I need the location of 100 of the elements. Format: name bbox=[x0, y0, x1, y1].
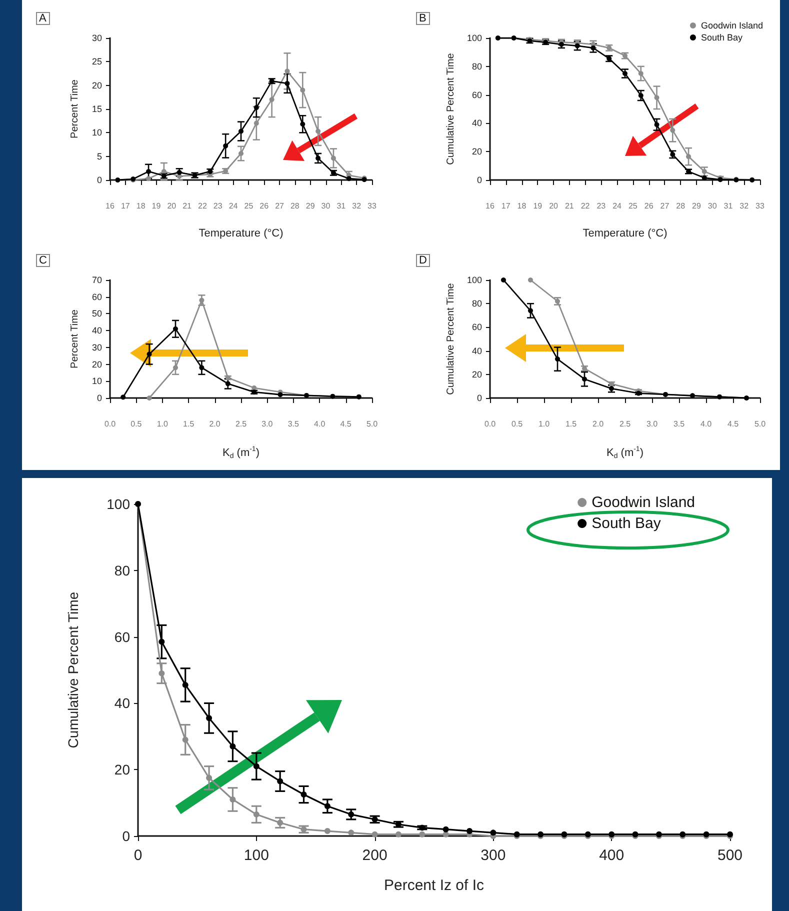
x-tick-label: 26 bbox=[644, 202, 654, 210]
x-tick-label: 2.5 bbox=[235, 420, 248, 428]
legend-label: Goodwin Island bbox=[700, 20, 764, 30]
x-tick-label: 30 bbox=[321, 202, 331, 210]
y-tick-label: 20 bbox=[472, 369, 482, 380]
y-tick-label: 80 bbox=[472, 61, 482, 72]
y-tick-label: 10 bbox=[92, 376, 102, 386]
y-tick-label: 80 bbox=[114, 562, 130, 578]
chart-title: A bbox=[39, 12, 47, 24]
x-tick-label: 18 bbox=[136, 202, 146, 210]
x-tick-label: 0.0 bbox=[484, 420, 496, 428]
y-tick-label: 40 bbox=[114, 695, 130, 712]
y-tick-label: 20 bbox=[92, 80, 102, 90]
chart-title: C bbox=[39, 254, 47, 266]
x-tick-label: 29 bbox=[692, 202, 702, 210]
y-tick-label: 60 bbox=[92, 292, 102, 302]
x-tick-label: 32 bbox=[740, 202, 750, 210]
x-axis-title: Percent Iz of Ic bbox=[384, 877, 485, 894]
x-tick-label: 20 bbox=[167, 202, 177, 210]
y-tick-label: 100 bbox=[466, 33, 482, 43]
y-tick-label: 0 bbox=[476, 393, 482, 403]
y-tick-label: 0 bbox=[96, 175, 102, 185]
x-tick-label: 23 bbox=[596, 202, 606, 210]
x-tick-label: 200 bbox=[362, 847, 388, 864]
x-tick-label: 2.0 bbox=[209, 420, 221, 428]
x-tick-label: 33 bbox=[368, 202, 377, 210]
y-tick-label: 0 bbox=[476, 175, 482, 185]
x-tick-label: 3.0 bbox=[646, 420, 658, 428]
y-tick-label: 5 bbox=[96, 151, 102, 162]
x-tick-label: 5.0 bbox=[366, 420, 378, 428]
y-tick-label: 40 bbox=[472, 118, 482, 128]
y-tick-label: 0 bbox=[96, 393, 102, 403]
y-axis-title: Percent Time bbox=[70, 309, 80, 368]
x-tick-label: 5.0 bbox=[754, 420, 766, 428]
x-tick-label: 1.0 bbox=[538, 420, 550, 428]
x-tick-label: 0 bbox=[134, 847, 142, 864]
x-tick-label: 22 bbox=[580, 202, 590, 210]
x-tick-label: 19 bbox=[152, 202, 162, 210]
x-tick-label: 24 bbox=[612, 202, 622, 210]
x-tick-label: 21 bbox=[564, 202, 574, 210]
chart-title: D bbox=[419, 254, 427, 266]
y-tick-label: 60 bbox=[472, 322, 482, 332]
x-axis-title: Temperature (°C) bbox=[582, 228, 668, 240]
y-axis-title: Cumulative Percent Time bbox=[446, 52, 457, 165]
x-tick-label: 24 bbox=[228, 202, 238, 210]
y-tick-label: 10 bbox=[92, 128, 102, 138]
x-tick-label: 4.0 bbox=[314, 420, 326, 428]
x-tick-label: 3.0 bbox=[262, 420, 274, 428]
x-tick-label: 4.5 bbox=[340, 420, 352, 428]
y-tick-label: 70 bbox=[92, 275, 102, 285]
x-tick-label: 18 bbox=[517, 202, 527, 210]
x-tick-label: 2.5 bbox=[619, 420, 632, 428]
y-axis-title: Cumulative Percent Time bbox=[65, 592, 81, 748]
legend-label: South Bay bbox=[592, 515, 662, 532]
x-tick-label: 0.5 bbox=[130, 420, 142, 428]
x-tick-label: 30 bbox=[708, 202, 718, 210]
y-axis-title: Percent Time bbox=[70, 79, 80, 138]
chart-title: B bbox=[419, 12, 426, 24]
x-tick-label: 21 bbox=[182, 202, 192, 210]
x-tick-label: 31 bbox=[724, 202, 734, 210]
x-tick-label: 32 bbox=[352, 202, 362, 210]
x-tick-label: 4.5 bbox=[727, 420, 740, 428]
y-tick-label: 60 bbox=[472, 90, 482, 100]
x-tick-label: 300 bbox=[480, 847, 506, 864]
y-tick-label: 100 bbox=[106, 496, 130, 512]
y-tick-label: 50 bbox=[92, 308, 102, 319]
x-tick-label: 16 bbox=[486, 202, 495, 210]
x-tick-label: 1.5 bbox=[565, 420, 578, 428]
x-tick-label: 28 bbox=[290, 202, 300, 210]
y-tick-label: 30 bbox=[92, 342, 102, 352]
y-tick-label: 100 bbox=[466, 275, 482, 285]
x-tick-label: 19 bbox=[533, 202, 543, 210]
y-tick-label: 40 bbox=[472, 346, 482, 356]
y-tick-label: 25 bbox=[92, 56, 102, 67]
legend-label: South Bay bbox=[700, 32, 743, 42]
x-tick-label: 17 bbox=[120, 202, 130, 210]
y-tick-label: 20 bbox=[472, 146, 482, 157]
x-tick-label: 400 bbox=[599, 847, 624, 864]
legend-label: Goodwin Island bbox=[592, 494, 696, 511]
x-tick-label: 28 bbox=[676, 202, 686, 210]
x-tick-label: 4.0 bbox=[700, 420, 712, 428]
x-tick-label: 25 bbox=[628, 202, 638, 210]
y-tick-label: 60 bbox=[114, 628, 130, 645]
y-tick-label: 40 bbox=[92, 326, 102, 336]
x-tick-label: 27 bbox=[275, 202, 285, 210]
x-tick-label: 2.0 bbox=[592, 420, 604, 428]
x-axis-title: Temperature (°C) bbox=[198, 228, 284, 240]
x-tick-label: 16 bbox=[106, 202, 115, 210]
x-tick-label: 0.5 bbox=[511, 420, 524, 428]
y-tick-label: 0 bbox=[122, 828, 130, 844]
y-tick-label: 15 bbox=[92, 104, 102, 114]
y-axis-title: Cumulative Percent Time bbox=[446, 282, 457, 395]
x-tick-label: 33 bbox=[756, 202, 765, 210]
x-tick-label: 22 bbox=[198, 202, 208, 210]
x-tick-label: 0.0 bbox=[104, 420, 116, 428]
y-tick-label: 80 bbox=[472, 298, 482, 309]
x-tick-label: 25 bbox=[244, 202, 254, 210]
x-tick-label: 26 bbox=[260, 202, 270, 210]
x-tick-label: 29 bbox=[306, 202, 316, 210]
x-tick-label: 500 bbox=[717, 847, 743, 864]
